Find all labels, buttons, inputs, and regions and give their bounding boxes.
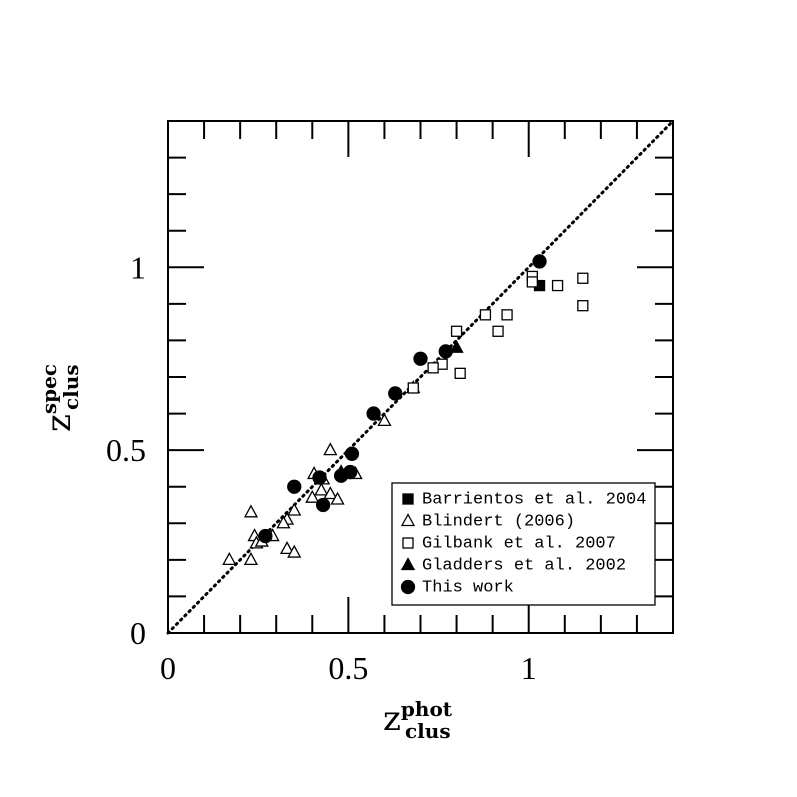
point <box>323 486 338 500</box>
y-tick-label: 0.5 <box>106 432 146 468</box>
point <box>287 544 302 558</box>
point <box>366 406 381 421</box>
y-axis-label: zspecclus <box>37 364 83 432</box>
point <box>501 309 513 321</box>
point <box>344 446 360 461</box>
y-tick-label: 0 <box>130 615 146 651</box>
point <box>400 513 416 527</box>
y-tick-label: 1 <box>130 249 146 285</box>
point <box>276 515 291 529</box>
y-label-sub: clus <box>59 364 83 410</box>
point <box>479 309 492 321</box>
point <box>287 479 302 494</box>
point <box>312 470 327 485</box>
legend-label: Gladders et al. 2002 <box>422 556 626 575</box>
point <box>400 579 416 595</box>
point <box>449 339 464 353</box>
point <box>454 367 466 379</box>
point <box>450 325 463 337</box>
point <box>377 413 392 427</box>
legend-label: Blindert (2006) <box>422 512 575 531</box>
point <box>526 276 538 288</box>
point <box>323 442 338 456</box>
legend-label: Barrientos et al. 2004 <box>422 490 646 509</box>
legend-label: This work <box>422 578 514 597</box>
point <box>333 468 349 483</box>
y-label-base: z <box>39 414 79 432</box>
point <box>279 541 295 555</box>
point <box>532 254 547 269</box>
x-axis-label: zphot clus <box>383 697 453 743</box>
point <box>413 351 428 366</box>
x-label-sup: phot <box>401 697 453 721</box>
point <box>222 551 237 566</box>
point <box>287 502 302 516</box>
point <box>577 272 589 284</box>
point <box>407 382 419 394</box>
x-tick-label: 0.5 <box>328 650 368 686</box>
point <box>492 325 504 337</box>
x-tick-label: 1 <box>521 650 537 686</box>
point <box>551 279 564 292</box>
point <box>315 497 331 513</box>
y-axis-label-group: zspecclus <box>37 364 83 432</box>
x-tick-label: 0 <box>160 650 176 686</box>
point <box>243 504 259 518</box>
point <box>402 493 414 505</box>
point <box>305 489 320 503</box>
point <box>438 344 453 359</box>
x-label-sub: clus <box>405 719 451 743</box>
point <box>577 300 589 312</box>
x-label-base: z <box>383 699 401 739</box>
point <box>330 491 345 505</box>
point <box>243 551 259 566</box>
point <box>402 537 414 549</box>
point <box>388 386 403 401</box>
legend-label: Gilbank et al. 2007 <box>422 534 616 553</box>
point <box>314 482 329 496</box>
point <box>427 362 439 374</box>
legend-box <box>391 482 656 606</box>
point <box>400 557 416 571</box>
point <box>258 528 273 544</box>
y-label-sup: spec <box>37 364 61 414</box>
